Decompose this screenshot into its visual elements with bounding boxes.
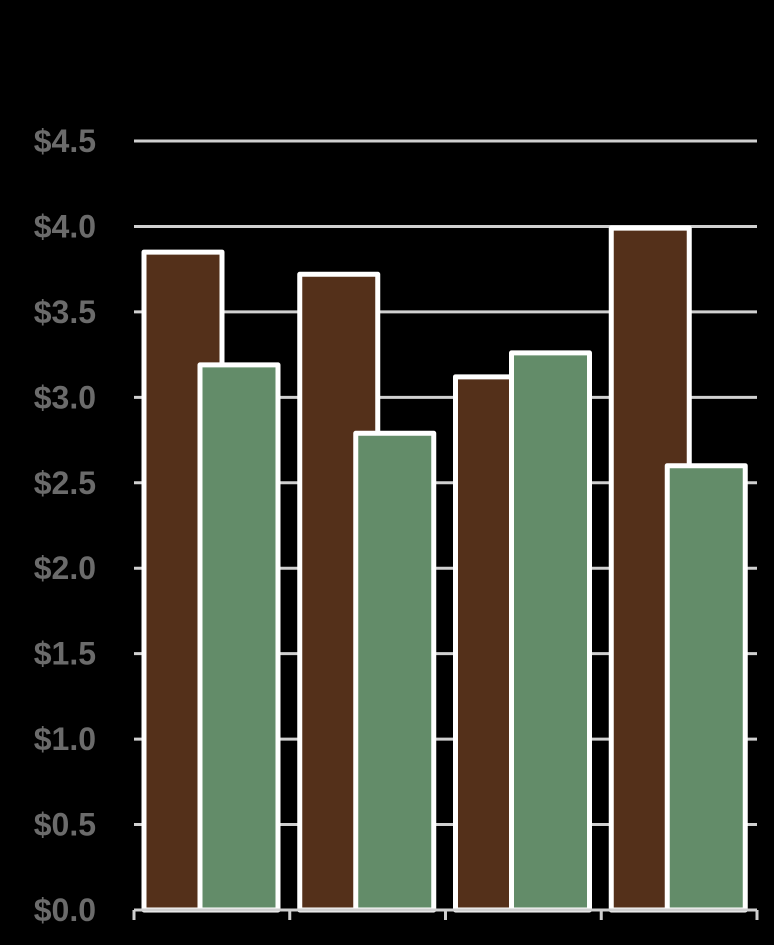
bar-series-2-category-3 xyxy=(509,350,592,913)
y-tick-label: $2.0 xyxy=(34,550,96,586)
y-tick-label: $4.5 xyxy=(34,123,96,159)
y-tick-label: $0.5 xyxy=(34,807,96,843)
y-tick-label: $3.5 xyxy=(34,294,96,330)
y-tick-label: $1.0 xyxy=(34,721,96,757)
y-tick-labels: $0.0 $0.5 $1.0 $1.5 $2.0 $2.5 $3.0 $3.5 $4.0 $4.5 xyxy=(34,123,96,928)
y-tick-label: $1.5 xyxy=(34,636,96,672)
bars xyxy=(141,225,748,913)
y-tick-label: $0.0 xyxy=(34,892,96,928)
y-tick-label: $3.0 xyxy=(34,379,96,415)
bar-series-2-category-1 xyxy=(197,362,281,913)
y-tick-label: $4.0 xyxy=(34,208,96,244)
bar-series-2-category-2 xyxy=(353,430,437,913)
y-tick-label: $2.5 xyxy=(34,465,96,501)
bar-series-2-category-4 xyxy=(664,463,748,913)
x-axis xyxy=(132,908,759,920)
